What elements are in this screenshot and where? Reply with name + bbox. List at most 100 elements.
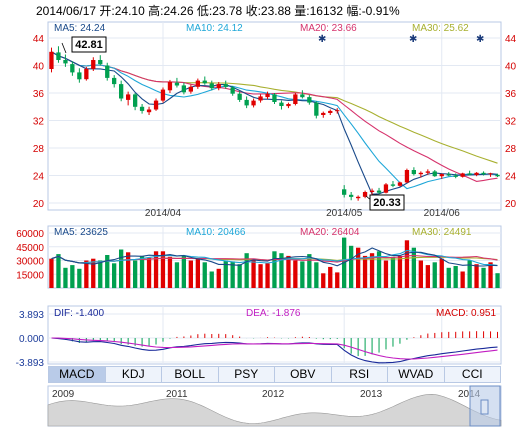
price-tick-right: 44 [505, 34, 517, 45]
tab-rsi[interactable]: RSI [332, 367, 388, 382]
candle-down [63, 60, 68, 64]
volume-bar-down [174, 262, 180, 288]
candle-down [272, 94, 277, 102]
candle-up [265, 93, 270, 98]
volume-bar-down [223, 260, 228, 288]
candle-down [223, 84, 228, 87]
candle-down [209, 83, 214, 89]
candle-up [418, 172, 423, 175]
volume-bar-up [474, 264, 479, 288]
candle-up [369, 190, 375, 192]
legend-ma20: MA20: 26404 [300, 227, 360, 238]
candle-up [286, 104, 291, 107]
volume-bar-up [356, 247, 361, 288]
candle-down [446, 174, 451, 176]
candle-up [84, 68, 89, 80]
volume-bar-down [112, 263, 117, 289]
volume-bars [49, 237, 500, 289]
candle-up [356, 196, 361, 199]
legend-ma5: MA5: 24.24 [54, 23, 106, 34]
tab-wvad[interactable]: WVAD [388, 367, 445, 382]
volume-bar-down [495, 273, 500, 288]
tab-macd[interactable]: MACD [49, 367, 106, 382]
candle-up [216, 84, 221, 89]
volume-bar-up [425, 265, 430, 288]
volume-legend: MA5: 23625 MA10: 20466 MA20: 26404 MA30: 24… [54, 227, 472, 238]
candle-down [349, 194, 354, 197]
candle-up [397, 182, 403, 186]
navigator-handle[interactable] [480, 399, 489, 415]
macd-tick: -3.893 [16, 358, 45, 369]
volume-bar-down [230, 261, 235, 288]
volume-tick: 30000 [16, 257, 44, 268]
candle-down [98, 60, 103, 65]
volume-bar-up [160, 251, 166, 288]
volume-bar-down [467, 260, 472, 288]
candle-up [91, 60, 96, 69]
candle-down [376, 190, 382, 193]
legend-ma30: MA30: 24491 [412, 227, 472, 238]
price-tick-right: 24 [505, 172, 517, 183]
tab-kdj[interactable]: KDJ [106, 367, 162, 382]
volume-bar-down [272, 251, 277, 288]
candle-down [237, 93, 242, 100]
volume-ma5-line [51, 247, 498, 267]
candle-down [202, 80, 207, 84]
volume-bar-down [209, 271, 214, 288]
navigator-years: 2009 2011 2012 2013 2014 [52, 389, 481, 400]
candle-down [481, 172, 486, 175]
candle-down [139, 106, 145, 111]
candle-down [453, 175, 458, 177]
open-label: 开: [99, 4, 115, 18]
volume-bar-down [119, 249, 124, 288]
volume-bar-up [258, 264, 263, 288]
volume-bar-down [411, 247, 416, 288]
news-markers: ✱ ✱ ✱ [318, 34, 484, 45]
macd-axis: 3.893 0.000 -3.893 [16, 310, 45, 369]
high-value: 24.26 [163, 4, 194, 18]
volume-bar-up [418, 260, 423, 288]
volume-bar-down [314, 262, 319, 288]
price-tick-left: 28 [33, 144, 45, 155]
macd-legend: DIF: -1.400 DEA: -1.876 MACD: 0.951 [54, 308, 496, 319]
price-tick-left: 36 [33, 89, 45, 100]
candle-up [195, 80, 200, 87]
candle-down [390, 184, 396, 186]
star-marker-icon[interactable]: ✱ [318, 34, 326, 45]
volume-bar-down [133, 260, 138, 288]
volume-bar-up [265, 263, 270, 289]
price-tick-right: 40 [505, 62, 517, 73]
quote-header: 2014/06/17 开:24.10 高:24.26 低:23.78 收:23.… [36, 2, 400, 19]
min-price-label: 20.33 [373, 197, 401, 209]
navigator-area [47, 393, 502, 427]
volume-bar-up [146, 257, 152, 289]
tab-psy[interactable]: PSY [219, 367, 275, 382]
macd-tick: 0.000 [19, 334, 44, 345]
volume-moving-averages [51, 247, 498, 267]
volume-bar-down [139, 255, 145, 288]
volume-bar-up [188, 260, 193, 288]
volume-tick: 15000 [16, 270, 44, 281]
star-marker-icon[interactable]: ✱ [409, 34, 417, 45]
volume-axis: 60000 45000 30000 15000 [16, 229, 44, 281]
candle-up [49, 51, 54, 69]
candle-down [495, 174, 500, 177]
volume-bar-up [369, 253, 375, 288]
volume-bar-up [404, 240, 410, 288]
price-tick-left: 24 [33, 172, 45, 183]
volume-bar-up [328, 266, 333, 288]
candle-down [411, 170, 416, 175]
macd-tick: 3.893 [19, 310, 44, 321]
candle-down [174, 82, 180, 86]
volume-bar-up [293, 260, 298, 288]
candle-down [279, 102, 284, 106]
candle-down [119, 84, 124, 99]
volume-bar-up [286, 255, 291, 288]
tab-cci[interactable]: CCI [461, 367, 483, 381]
tab-boll[interactable]: BOLL [162, 367, 219, 382]
tab-obv[interactable]: OBV [275, 367, 332, 382]
star-marker-icon[interactable]: ✱ [476, 34, 484, 45]
candle-down [181, 85, 186, 93]
